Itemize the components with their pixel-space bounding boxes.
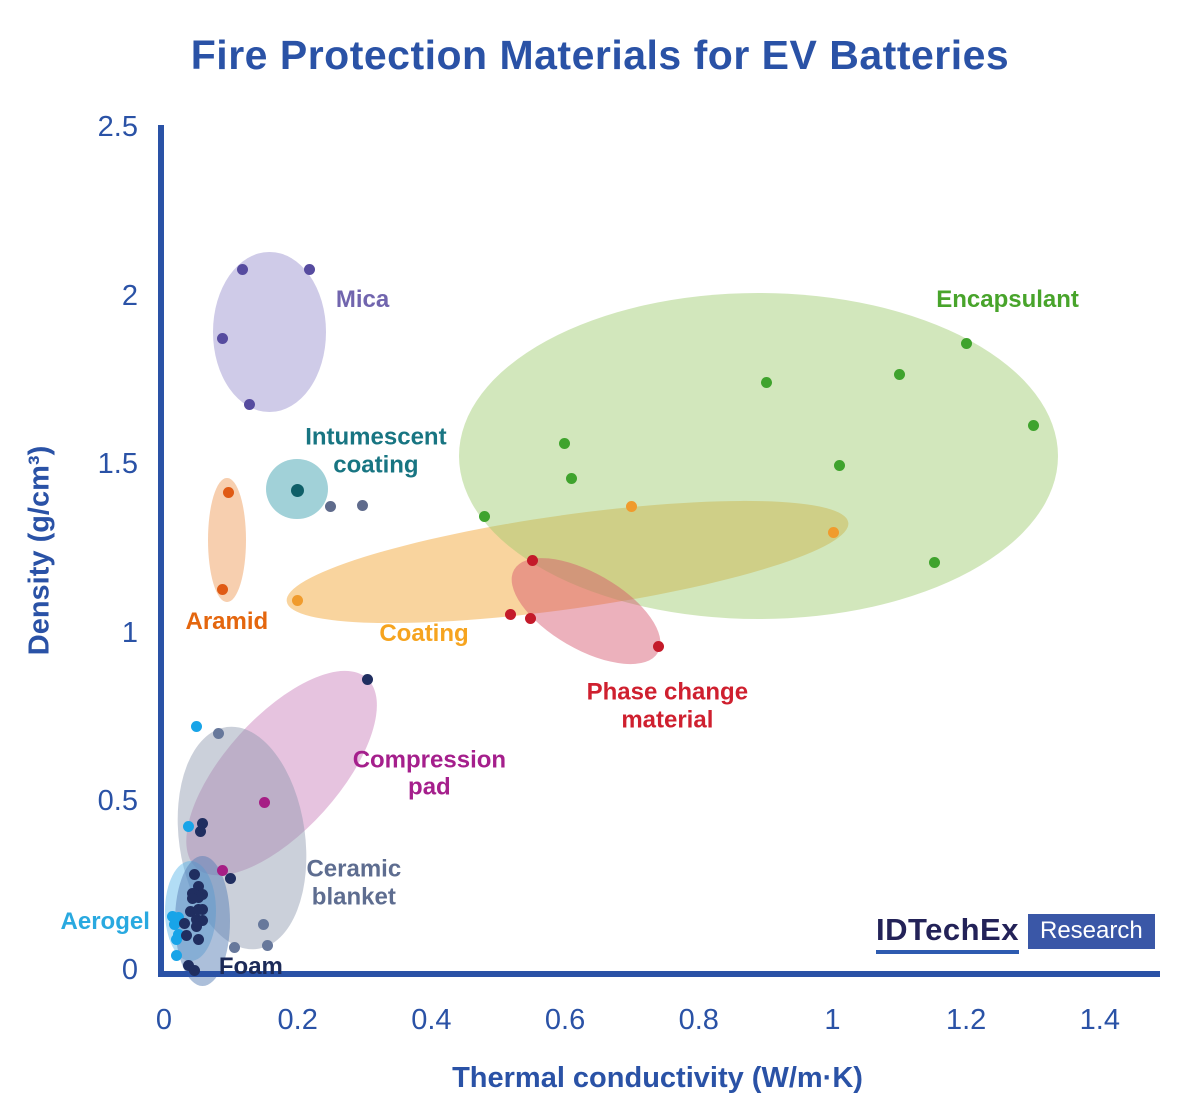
mica-point (216, 332, 228, 344)
mica-point (244, 399, 256, 411)
aerogel-point (183, 820, 195, 832)
aerogel-point (171, 950, 183, 962)
foam-point (197, 817, 209, 829)
x-tick-label: 1.4 (1079, 1004, 1120, 1036)
coating-point (626, 501, 638, 513)
aramid-ellipse (208, 477, 246, 602)
x-tick-label: 0.6 (544, 1004, 586, 1036)
compression-pad-label: Compression pad (352, 746, 507, 801)
foam-label: Foam (218, 952, 283, 980)
encapsulant-point (478, 511, 490, 523)
encapsulant-point (1028, 420, 1040, 432)
y-tick-label: 0 (121, 954, 138, 986)
unlabeled-slate-dots (357, 499, 369, 511)
foam-point (193, 934, 205, 946)
ceramic-blanket-point (212, 727, 224, 739)
encapsulant-point (928, 557, 940, 569)
phase-change-material-point (526, 555, 538, 567)
aramid-point (223, 486, 235, 498)
coating-point (291, 595, 303, 607)
aramid-point (217, 584, 229, 596)
unlabeled-navy-dot (361, 673, 373, 685)
unlabeled-slate-dots (324, 500, 336, 512)
encapsulant-point (558, 438, 570, 450)
foam-point (181, 930, 193, 942)
foam-point (224, 873, 236, 885)
x-tick-label: 0 (155, 1004, 173, 1036)
aerogel-point (191, 721, 203, 733)
x-axis-line (158, 971, 1160, 977)
foam-point (189, 964, 201, 976)
foam-point (182, 960, 194, 972)
y-axis-line (158, 125, 164, 977)
ceramic-blanket-label: Ceramic blanket (306, 855, 402, 911)
foam-point (187, 893, 199, 905)
intumescent-coating-point (290, 483, 304, 497)
ceramic-blanket-point (258, 919, 270, 931)
mica-label: Mica (335, 286, 390, 314)
ceramic-blanket-point (229, 941, 241, 953)
y-tick-label: 0.5 (97, 785, 138, 818)
compression-pad-point (217, 865, 229, 877)
coating-label: Coating (379, 620, 469, 648)
x-tick-label: 1.2 (945, 1004, 987, 1036)
x-axis-title: Thermal conductivity (W/m·K) (452, 1062, 863, 1094)
ceramic-blanket-point (262, 939, 274, 951)
x-tick-label: 0.8 (678, 1004, 719, 1036)
y-tick-label: 1 (121, 616, 138, 649)
foam-point (179, 917, 191, 929)
y-tick-label: 2 (121, 279, 138, 312)
coating-point (827, 527, 839, 539)
encapsulant-label: Encapsulant (936, 286, 1079, 314)
encapsulant-point (566, 473, 578, 485)
encapsulant-point (833, 460, 845, 472)
aerogel-label: Aerogel (60, 908, 150, 936)
foam-point (192, 892, 204, 904)
compression-pad-point (259, 797, 271, 809)
x-tick-label: 0.2 (277, 1004, 318, 1036)
idtechex-logo: IDTechEx Research (876, 914, 1155, 954)
phase-change-material-point (525, 612, 537, 624)
idtechex-wordmark: IDTechEx (876, 912, 1019, 947)
encapsulant-point (760, 377, 772, 389)
foam-point (197, 904, 209, 916)
foam-point (187, 887, 199, 899)
intumescent-coating-label: Intumescent coating (305, 423, 447, 478)
encapsulant-point (894, 369, 906, 381)
mica-point (304, 264, 316, 276)
encapsulant-ellipse (459, 292, 1059, 620)
mica-ellipse (213, 252, 326, 412)
idtechex-underline (876, 950, 1019, 954)
x-tick-label: 1 (824, 1004, 841, 1036)
foam-point (195, 825, 207, 837)
x-tick-label: 0.4 (411, 1004, 452, 1036)
phase-change-material-point (653, 640, 665, 652)
y-tick-label: 2.5 (97, 111, 138, 144)
aerogel-point (170, 934, 182, 946)
foam-point (196, 914, 208, 926)
mica-point (237, 264, 249, 276)
foam-point (185, 905, 197, 917)
chart-title: Fire Protection Materials for EV Batteri… (190, 32, 1010, 78)
plot-area: Mica Intumescent coating Aramid Coating Enca… (61, 125, 1160, 987)
research-badge: Research (1027, 914, 1155, 949)
y-tick-label: 1.5 (97, 448, 138, 481)
phase-change-material-label: Phase change material (586, 678, 749, 734)
y-axis-title: Density (g/cm³) (23, 445, 56, 656)
aramid-label: Aramid (185, 608, 269, 636)
foam-point (190, 921, 202, 933)
encapsulant-point (960, 338, 972, 350)
foam-point (189, 869, 201, 881)
idtechex-wordmark-wrap: IDTechEx (876, 914, 1019, 954)
aerogel-point (168, 919, 180, 931)
phase-change-material-point (505, 608, 517, 620)
foam-point (193, 880, 205, 892)
